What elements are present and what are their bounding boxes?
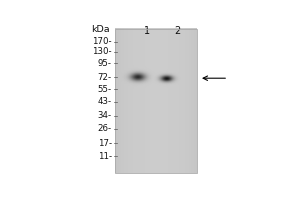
- Text: 2: 2: [174, 26, 180, 36]
- Text: 11-: 11-: [98, 152, 112, 161]
- Text: 130-: 130-: [92, 47, 112, 56]
- Text: 170-: 170-: [92, 37, 112, 46]
- Bar: [116, 29, 197, 173]
- Text: 34-: 34-: [98, 111, 112, 120]
- Text: 26-: 26-: [98, 124, 112, 133]
- Text: 17-: 17-: [98, 139, 112, 148]
- Text: 95-: 95-: [98, 59, 112, 68]
- Text: kDa: kDa: [91, 25, 110, 34]
- Text: 55-: 55-: [98, 85, 112, 94]
- Text: 43-: 43-: [98, 97, 112, 106]
- Text: 72-: 72-: [98, 73, 112, 82]
- Text: 1: 1: [144, 26, 150, 36]
